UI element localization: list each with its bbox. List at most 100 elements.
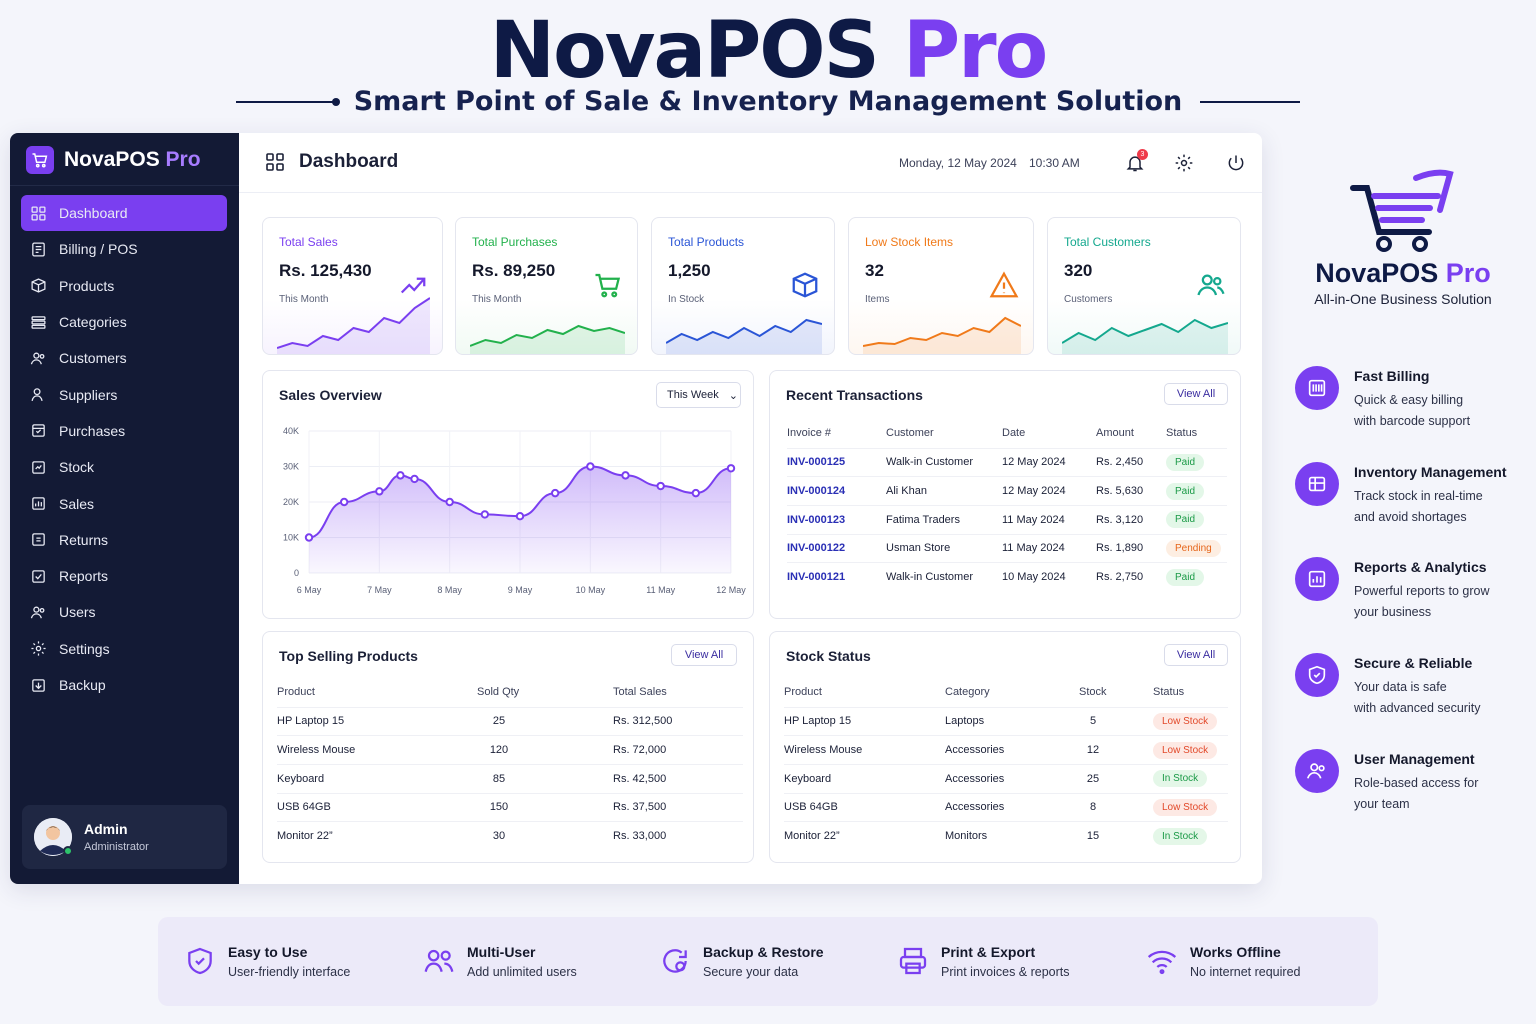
invoice-link[interactable]: INV-000123 — [787, 513, 846, 526]
data-point[interactable] — [396, 471, 405, 480]
bottom-feature-description: Secure your data — [703, 965, 799, 979]
settings-button[interactable] — [1174, 153, 1194, 173]
table-row[interactable]: INV-000122 Usman Store 11 May 2024 Rs. 1,89… — [787, 533, 1227, 563]
feature-description: Quick & easy billing with barcode support — [1354, 393, 1471, 428]
table-cell: 25 — [477, 706, 613, 736]
data-point[interactable] — [621, 471, 630, 480]
table-row[interactable]: Monitor 22” 30 Rs. 33,000 — [277, 821, 743, 851]
reports-icon — [32, 569, 45, 583]
table-row[interactable]: INV-000121 Walk-in Customer 10 May 2024 Rs.… — [787, 562, 1227, 592]
data-point[interactable] — [304, 533, 314, 542]
kpi-caption: This Month — [472, 294, 522, 305]
data-point[interactable] — [656, 481, 665, 491]
sidebar-item-categories[interactable]: Categories — [21, 304, 227, 340]
table-row[interactable]: USB 64GB 150 Rs. 37,500 — [277, 792, 743, 822]
range-select-value: This Week — [667, 389, 719, 401]
online-status-dot — [63, 846, 73, 856]
data-point[interactable] — [410, 474, 419, 484]
inventory-icon — [1295, 462, 1339, 506]
table-row[interactable]: Keyboard Accessories 25 In Stock — [784, 763, 1228, 794]
range-select[interactable]: This Week ⌄ — [656, 382, 741, 408]
table-cell: 11 May 2024 — [1002, 504, 1096, 535]
kpi-low-stock[interactable]: Low Stock Items 32 Items — [848, 217, 1034, 355]
data-point[interactable] — [550, 488, 560, 498]
sidebar-item-label: Purchases — [59, 422, 126, 439]
table-row[interactable]: Wireless Mouse 120 Rs. 72,000 — [277, 735, 743, 765]
data-point[interactable] — [445, 497, 454, 507]
table-row[interactable]: USB 64GB Accessories 8 Low Stock — [784, 792, 1228, 822]
table-cell: INV-000125 — [787, 447, 886, 477]
table-cell: Rs. 312,500 — [613, 706, 743, 736]
table-row[interactable]: HP Laptop 15 25 Rs. 312,500 — [277, 706, 743, 736]
sidebar-brand[interactable]: NovaPOS Pro — [26, 145, 201, 175]
kpi-value: 1,250 — [668, 261, 711, 280]
column-header: Amount — [1096, 426, 1134, 439]
data-point[interactable] — [339, 497, 349, 507]
sidebar-item-settings[interactable]: Settings — [21, 631, 227, 667]
bottom-feature-title: Print & Export — [941, 944, 1036, 960]
x-tick-label: 7 May — [367, 585, 392, 595]
sidebar-item-returns[interactable]: Returns — [21, 522, 227, 558]
table-cell: 150 — [477, 792, 613, 822]
invoice-link[interactable]: INV-000124 — [787, 485, 846, 498]
wifi-offline-icon — [1147, 950, 1177, 975]
table-cell: In Stock — [1153, 763, 1228, 794]
main-content: Dashboard Monday, 12 May 2024 10:30 AM 3… — [239, 133, 1262, 884]
table-cell: Paid — [1166, 562, 1227, 592]
sidebar-item-billing-pos[interactable]: Billing / POS — [21, 231, 227, 267]
table-cell: 12 May 2024 — [1002, 447, 1096, 477]
table-row[interactable]: INV-000124 Ali Khan 12 May 2024 Rs. 5,630 Pa… — [787, 476, 1227, 506]
topbar: Dashboard Monday, 12 May 2024 10:30 AM 3 — [239, 133, 1262, 193]
sidebar-item-reports[interactable]: Reports — [21, 558, 227, 594]
table-row[interactable]: HP Laptop 15 Laptops 5 Low Stock — [784, 706, 1228, 736]
notification-button[interactable]: 3 — [1125, 149, 1148, 173]
sidebar-item-backup[interactable]: Backup — [21, 667, 227, 703]
data-point[interactable] — [586, 462, 595, 471]
table-cell: Low Stock — [1153, 792, 1228, 822]
sidebar-item-customers[interactable]: Customers — [21, 340, 227, 376]
table-cell: HP Laptop 15 — [784, 706, 945, 736]
invoice-link[interactable]: INV-000121 — [787, 571, 846, 584]
column-header: Product — [277, 685, 315, 698]
kpi-total-sales[interactable]: Total Sales Rs. 125,430 This Month — [262, 217, 443, 355]
sidebar-item-users[interactable]: Users — [21, 594, 227, 630]
data-point[interactable] — [691, 488, 701, 498]
sidebar-item-products[interactable]: Products — [21, 268, 227, 304]
sidebar-item-label: Backup — [59, 677, 106, 693]
sidebar-item-stock[interactable]: Stock — [21, 449, 227, 485]
sidebar-brand-name: NovaPOS Pro — [64, 148, 201, 171]
sidebar-item-dashboard[interactable]: Dashboard — [21, 195, 227, 232]
table-row[interactable]: INV-000125 Walk-in Customer 12 May 2024 Rs.… — [787, 447, 1227, 477]
kpi-value: 32 — [865, 261, 884, 280]
chart-icon — [1295, 557, 1339, 601]
table-row[interactable]: Monitor 22” Monitors 15 In Stock — [784, 821, 1228, 851]
table-row[interactable]: Wireless Mouse Accessories 12 Low Stock — [784, 735, 1228, 765]
sidebar-item-suppliers[interactable]: Suppliers — [21, 376, 227, 412]
sidebar-item-sales[interactable]: Sales — [21, 485, 227, 521]
top-selling-view-all-button[interactable]: View All — [671, 644, 737, 666]
kpi-total-purchases[interactable]: Total Purchases Rs. 89,250 This Month — [455, 217, 638, 355]
table-row[interactable]: Keyboard 85 Rs. 42,500 — [277, 763, 743, 794]
kpi-total-products[interactable]: Total Products 1,250 In Stock — [651, 217, 835, 355]
table-row[interactable]: INV-000123 Fatima Traders 11 May 2024 Rs. 3… — [787, 504, 1227, 535]
column-header: Category — [945, 685, 990, 698]
invoice-link[interactable]: INV-000125 — [787, 456, 846, 469]
kpi-total-customers[interactable]: Total Customers 320 Customers — [1047, 217, 1241, 355]
sidebar-item-purchases[interactable]: Purchases — [21, 413, 227, 449]
kpi-label: Total Purchases — [472, 235, 558, 249]
table-cell: INV-000123 — [787, 504, 886, 535]
table-cell: INV-000122 — [787, 533, 886, 563]
data-point[interactable] — [515, 512, 525, 521]
logout-button[interactable] — [1226, 153, 1246, 173]
data-point[interactable] — [375, 487, 384, 496]
sidebar-item-label: Reports — [59, 568, 109, 585]
user-card[interactable]: Admin Administrator — [22, 805, 227, 869]
data-point[interactable] — [726, 464, 736, 473]
promo-feature-fast-billing: Fast Billing Quick & easy billing with bar… — [1295, 366, 1535, 446]
stock-view-all-button[interactable]: View All — [1164, 644, 1228, 666]
table-cell: Rs. 3,120 — [1096, 504, 1166, 535]
data-point[interactable] — [480, 510, 490, 519]
transactions-view-all-button[interactable]: View All — [1164, 383, 1228, 405]
invoice-link[interactable]: INV-000122 — [787, 542, 846, 555]
stock-status-badge: In Stock — [1153, 827, 1208, 845]
